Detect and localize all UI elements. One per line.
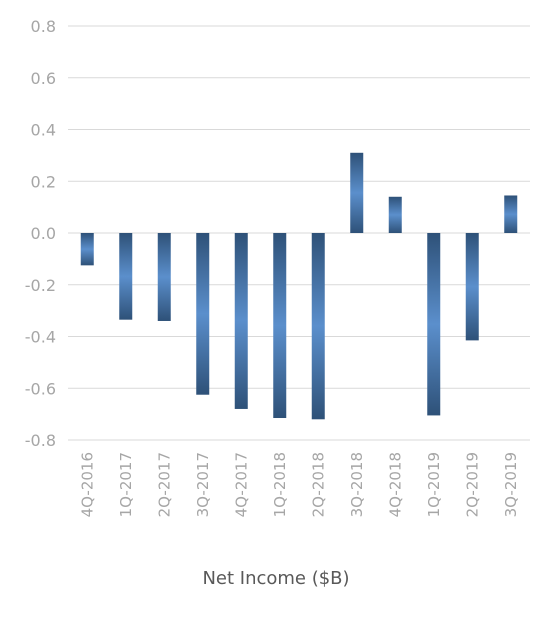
- y-tick-label: 0.6: [31, 69, 56, 88]
- y-tick-label: -0.4: [25, 328, 56, 347]
- bar-1q-2018: [273, 233, 287, 419]
- gridlines: [68, 25, 530, 441]
- x-tick-label: 2Q-2019: [463, 452, 481, 517]
- x-tick-label: 2Q-2018: [309, 452, 327, 517]
- y-tick-label: 0.4: [31, 121, 56, 140]
- bar-3q-2019: [504, 195, 518, 233]
- bar-4q-2017: [234, 233, 248, 409]
- y-tick-label: 0.0: [31, 224, 56, 243]
- y-tick-label: -0.2: [25, 276, 56, 295]
- bar-3q-2018: [350, 152, 364, 233]
- x-tick-label: 2Q-2017: [155, 452, 173, 517]
- y-tick-label: 0.8: [31, 17, 56, 36]
- bars: [80, 152, 518, 420]
- bar-1q-2019: [427, 233, 441, 416]
- x-tick-label: 4Q-2018: [386, 452, 404, 517]
- bar-4q-2018: [388, 196, 402, 233]
- bar-2q-2019: [465, 233, 479, 341]
- x-tick-label: 1Q-2018: [271, 452, 289, 517]
- x-axis-label: Net Income ($B): [202, 568, 350, 589]
- y-axis-ticks: 0.8 0.6 0.4 0.2 0.0 -0.2 -0.4 -0.6 -0.8: [25, 17, 56, 450]
- bar-2q-2018: [311, 233, 325, 420]
- x-tick-label: 4Q-2016: [78, 452, 96, 517]
- x-tick-label: 3Q-2017: [194, 452, 212, 517]
- y-tick-label: -0.6: [25, 379, 56, 398]
- y-tick-label: -0.8: [25, 431, 56, 450]
- y-tick-label: 0.2: [31, 172, 56, 191]
- bar-1q-2017: [119, 233, 133, 320]
- bar-4q-2016: [80, 233, 94, 266]
- x-tick-label: 1Q-2019: [425, 452, 443, 517]
- x-tick-label: 3Q-2018: [348, 452, 366, 517]
- bar-2q-2017: [157, 233, 171, 321]
- x-tick-label: 3Q-2019: [502, 452, 520, 517]
- x-tick-label: 1Q-2017: [117, 452, 135, 517]
- x-axis-ticks: 4Q-2016 1Q-2017 2Q-2017 3Q-2017 4Q-2017 1Q-20…: [78, 452, 520, 517]
- x-tick-label: 4Q-2017: [232, 452, 250, 517]
- bar-3q-2017: [196, 233, 210, 395]
